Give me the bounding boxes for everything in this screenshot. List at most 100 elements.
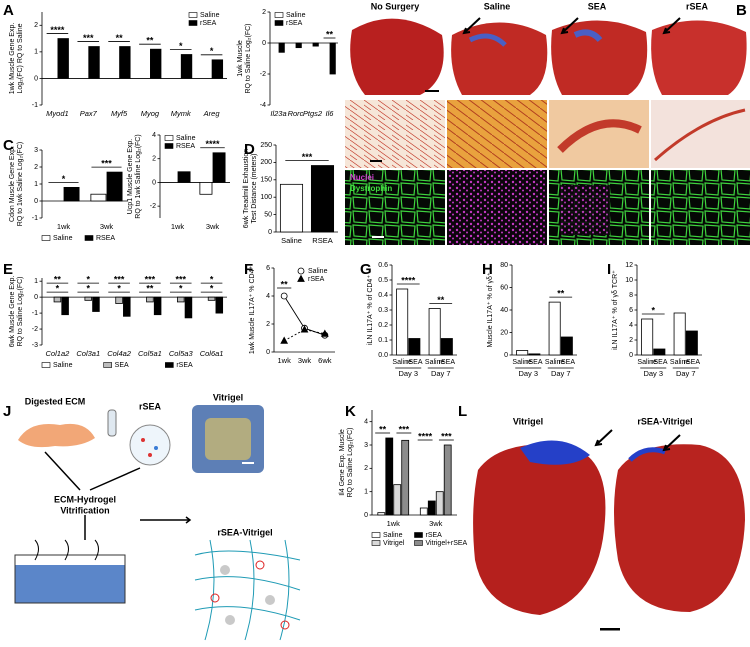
bar [329,42,336,75]
x-tick-label: Il23a [270,109,286,118]
bar [207,296,216,301]
bar-label: rSEA [526,359,543,366]
bar [177,171,191,183]
y-tick-label: 0 [629,352,633,359]
y-axis-label: RQ to Saline Log₂(FC) [347,427,354,497]
y-axis-label: 6wk Muscle Gene Exp. [9,276,16,348]
tissue [350,18,444,95]
x-tick-label: Day 7 [431,369,451,378]
legend-swatch [41,235,51,241]
arrow [44,451,141,491]
y-tick-label: 250 [260,142,272,149]
bar [419,507,428,516]
column-label: rSEA [686,1,709,11]
marker [320,329,329,337]
x-tick-label: Il6 [326,109,335,118]
particle [225,615,235,625]
bar [212,152,226,183]
x-tick-label: Col1a2 [46,349,71,358]
bar [115,296,123,304]
bar-label: rSEA [651,359,668,366]
bar-label: Saline [670,359,690,366]
significance-label: *** [399,424,410,434]
label: Vitrigel [213,392,243,402]
significance-label: * [210,275,214,285]
legend-swatch [164,135,174,141]
x-tick-label: Col5a1 [138,349,162,358]
bar [396,288,409,356]
protein [255,560,265,570]
tissue [451,22,548,95]
legend-swatch [274,12,284,18]
legend-label: Saline [53,235,73,242]
bar [153,296,162,316]
significance-label: *** [101,158,112,168]
x-tick-label: 3wk [429,519,443,528]
tube [107,409,117,437]
tissue [651,20,747,96]
y-axis-label: iLN IL17A⁺ % of CD4⁺ [367,275,374,345]
y-tick-label: 1 [364,489,368,496]
legend-label: RSEA [176,143,195,150]
line [283,329,325,342]
significance-label: ** [54,275,62,285]
micrograph [447,170,547,245]
y-axis-label: 6wk Treadmill Exhaustion [243,149,250,228]
micrograph [560,185,610,235]
bar [427,500,436,516]
micrograph [651,170,750,245]
y-tick-label: -2 [150,203,156,210]
significance-label: **** [205,139,220,149]
y-axis-label: Test Distance (meters) [251,153,258,223]
fibrosis [520,440,590,465]
y-tick-label: 40 [500,307,508,314]
column-label: No Surgery [371,1,420,11]
y-tick-label: -4 [260,102,266,109]
significance-label: * [86,275,90,285]
arrow [140,516,192,524]
x-tick-label: 3wk [206,222,220,231]
legend-label: rSEA [308,276,325,283]
bar [279,183,304,233]
vapor [34,539,99,561]
legend-label: Saline [308,268,328,275]
label: rSEA-Vitrigel [217,527,272,537]
legend-label: RSEA [96,235,115,242]
y-tick-label: 0 [266,349,270,356]
bar [440,338,453,356]
x-tick-label: Day 7 [676,369,696,378]
y-tick-label: 0 [34,75,38,82]
x-tick-label: Myf5 [111,109,128,118]
y-tick-label: 0.0 [378,352,388,359]
y-tick-label: 3 [34,147,38,154]
y-axis-label: 1wk Muscle [237,40,244,77]
y-tick-label: 0 [504,352,508,359]
significance-label: *** [83,33,94,43]
tissue [557,119,642,153]
bar [312,42,319,47]
particle [141,438,145,442]
y-tick-label: 150 [260,177,272,184]
significance-label: *** [441,431,452,441]
legend-swatch [164,143,174,149]
significance-label: * [56,284,60,294]
stain-label: Dystrophin [350,184,392,193]
y-axis-label: 1wk Muscle IL17A⁺ % CD4⁺ [249,266,256,355]
particle [154,446,158,450]
bar [516,350,529,356]
significance-label: * [86,284,90,294]
marker [300,325,309,333]
y-axis-label: Cdon Muscle Gene Exp. [9,146,16,222]
y-tick-label: -2 [260,71,266,78]
bar-label: Saline [392,359,412,366]
bar [211,59,224,79]
y-tick-label: 0.6 [378,262,388,269]
y-axis-label: Log₂(FC) RQ to Saline [17,23,24,93]
bar [146,296,154,303]
bar-label: rSEA [406,359,423,366]
arrow [662,17,681,35]
legend-swatch [188,12,198,18]
x-tick-label: 1wk [171,222,185,231]
x-tick-label: Day 7 [551,369,571,378]
bar [199,182,213,195]
